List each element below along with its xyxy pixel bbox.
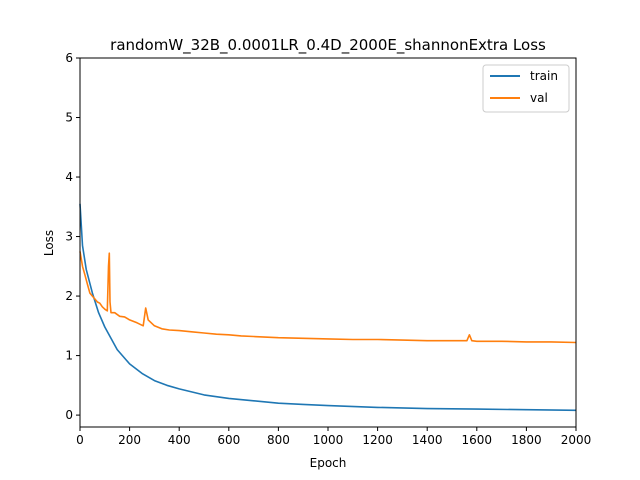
y-tick-label: 4 xyxy=(65,170,73,184)
chart-title: randomW_32B_0.0001LR_0.4D_2000E_shannonE… xyxy=(110,36,546,55)
y-tick-label: 5 xyxy=(65,111,73,125)
plot-lines xyxy=(79,203,577,412)
x-tick-label: 800 xyxy=(267,433,290,447)
y-tick-label: 2 xyxy=(65,289,73,303)
x-axis: 0 200 400 600 800 1000 1200 1400 1600 1800 2000 xyxy=(76,427,591,447)
plot-frame xyxy=(79,57,577,428)
x-tick-label: 1800 xyxy=(511,433,542,447)
legend-label-val: val xyxy=(530,91,548,105)
y-axis: 0 1 2 3 4 5 6 xyxy=(65,51,80,422)
x-axis-label: Epoch xyxy=(310,456,347,470)
x-tick-label: 600 xyxy=(217,433,240,447)
y-tick-label: 0 xyxy=(65,408,73,422)
x-tick-label: 200 xyxy=(118,433,141,447)
x-tick-label: 1200 xyxy=(362,433,393,447)
series-line-val xyxy=(79,251,577,344)
x-tick-label: 1600 xyxy=(462,433,493,447)
x-tick-label: 1400 xyxy=(412,433,443,447)
y-axis-label: Loss xyxy=(42,230,56,256)
x-tick-label: 1000 xyxy=(313,433,344,447)
y-tick-label: 6 xyxy=(65,51,73,65)
x-tick-label: 0 xyxy=(76,433,84,447)
x-tick-label: 2000 xyxy=(561,433,592,447)
series-line-train xyxy=(79,203,577,412)
y-tick-label: 1 xyxy=(65,349,73,363)
x-tick-label: 400 xyxy=(168,433,191,447)
y-tick-label: 3 xyxy=(65,230,73,244)
legend: train val xyxy=(482,64,570,113)
legend-label-train: train xyxy=(530,69,558,83)
